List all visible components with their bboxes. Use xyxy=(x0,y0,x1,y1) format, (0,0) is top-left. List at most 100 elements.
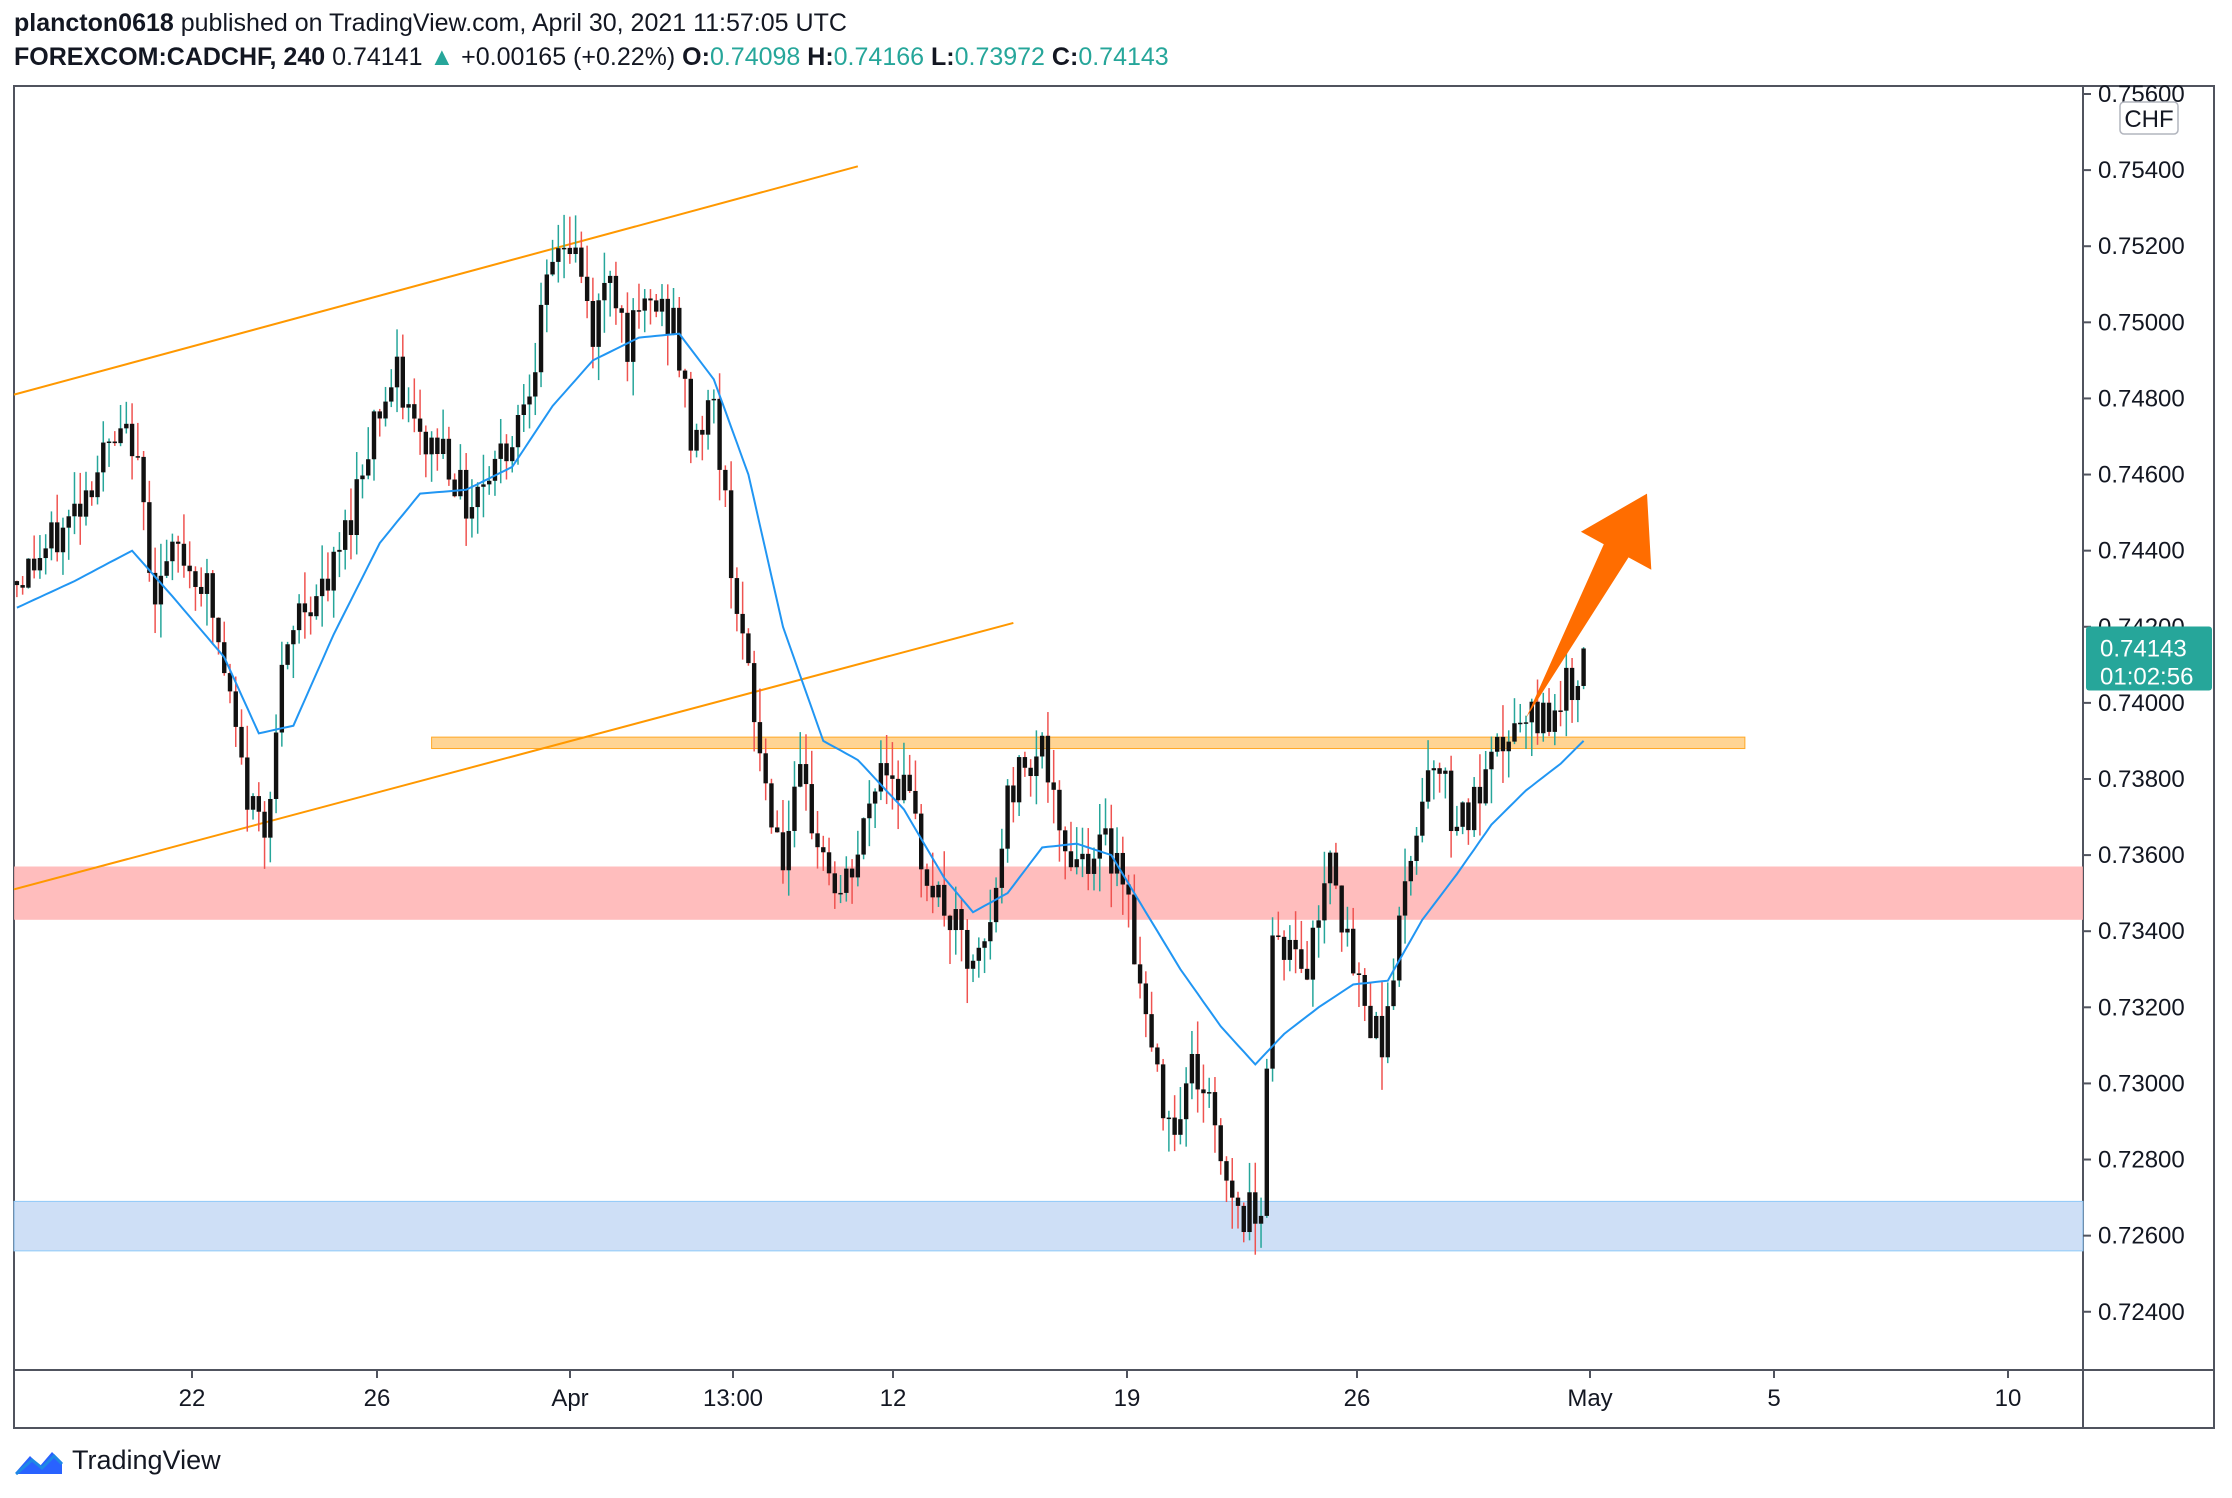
current-price-box[interactable] xyxy=(2086,626,2212,691)
candle[interactable] xyxy=(613,261,619,325)
candle[interactable] xyxy=(602,252,607,333)
channel-line-2[interactable] xyxy=(13,621,1014,891)
candle[interactable] xyxy=(838,874,843,904)
candle[interactable] xyxy=(642,289,647,333)
candle[interactable] xyxy=(164,539,169,579)
candle[interactable] xyxy=(619,305,624,343)
candle[interactable] xyxy=(1408,855,1413,896)
candle[interactable] xyxy=(1051,749,1056,824)
candle[interactable] xyxy=(1558,680,1563,727)
candle[interactable] xyxy=(222,621,227,676)
candle[interactable] xyxy=(1385,982,1390,1064)
candle[interactable] xyxy=(1518,703,1523,733)
candle[interactable] xyxy=(636,283,642,329)
candle[interactable] xyxy=(734,567,740,632)
candle[interactable] xyxy=(550,239,555,277)
candle[interactable] xyxy=(1287,925,1293,972)
candle[interactable] xyxy=(1022,751,1028,777)
candle[interactable] xyxy=(106,438,112,467)
candle[interactable] xyxy=(607,270,613,317)
candle[interactable] xyxy=(677,296,682,378)
candle[interactable] xyxy=(1103,798,1108,846)
candle[interactable] xyxy=(256,782,261,832)
candle[interactable] xyxy=(751,650,757,752)
candle[interactable] xyxy=(1230,1158,1235,1229)
candle[interactable] xyxy=(66,509,71,560)
candle[interactable] xyxy=(988,889,993,960)
candle[interactable] xyxy=(504,434,509,480)
candle[interactable] xyxy=(446,426,452,486)
candle[interactable] xyxy=(1045,712,1051,803)
tradingview-footer[interactable]: TradingView xyxy=(14,1445,221,1476)
candle[interactable] xyxy=(1466,798,1471,845)
candle[interactable] xyxy=(821,835,826,871)
candle[interactable] xyxy=(89,481,94,506)
candle[interactable] xyxy=(343,509,348,570)
candle[interactable] xyxy=(1495,733,1500,757)
candle[interactable] xyxy=(78,472,83,545)
candle[interactable] xyxy=(296,594,302,644)
candle[interactable] xyxy=(1212,1077,1218,1153)
candle[interactable] xyxy=(1155,1043,1160,1072)
bullish-arrow[interactable] xyxy=(1526,493,1652,719)
candle[interactable] xyxy=(1224,1156,1229,1203)
candle[interactable] xyxy=(1379,982,1385,1090)
candle[interactable] xyxy=(1333,842,1339,890)
candle[interactable] xyxy=(924,863,930,902)
candle[interactable] xyxy=(521,384,526,432)
candle[interactable] xyxy=(832,861,837,909)
candle[interactable] xyxy=(527,374,532,429)
candle[interactable] xyxy=(746,628,751,666)
candle[interactable] xyxy=(348,488,354,560)
candle[interactable] xyxy=(1345,906,1350,947)
candle[interactable] xyxy=(1074,827,1079,875)
candle[interactable] xyxy=(1506,730,1511,778)
candle[interactable] xyxy=(1431,760,1437,800)
candle[interactable] xyxy=(129,403,135,480)
candle[interactable] xyxy=(1535,679,1540,745)
candle[interactable] xyxy=(1397,906,1402,987)
candle[interactable] xyxy=(60,517,66,575)
candle[interactable] xyxy=(181,514,187,578)
candle[interactable] xyxy=(1374,1011,1379,1040)
candle[interactable] xyxy=(440,409,446,459)
candle[interactable] xyxy=(1471,777,1477,837)
candle[interactable] xyxy=(757,688,763,772)
candle[interactable] xyxy=(1068,821,1074,872)
candle[interactable] xyxy=(1581,647,1586,690)
candle[interactable] xyxy=(648,289,653,325)
candle[interactable] xyxy=(1575,680,1581,723)
candle[interactable] xyxy=(1097,803,1102,892)
candle[interactable] xyxy=(1028,759,1033,797)
candle[interactable] xyxy=(728,461,734,609)
candle[interactable] xyxy=(855,830,861,887)
candle[interactable] xyxy=(1235,1191,1241,1229)
candle[interactable] xyxy=(1420,777,1425,843)
candle[interactable] xyxy=(654,293,659,318)
candle[interactable] xyxy=(406,387,411,423)
candle[interactable] xyxy=(1172,1095,1177,1152)
candle[interactable] xyxy=(1368,983,1373,1039)
candle[interactable] xyxy=(976,937,981,978)
candle[interactable] xyxy=(694,423,699,458)
candle[interactable] xyxy=(913,760,918,820)
candle[interactable] xyxy=(953,886,958,955)
candle[interactable] xyxy=(377,408,382,437)
candle[interactable] xyxy=(775,810,780,833)
candle[interactable] xyxy=(291,625,296,679)
candle[interactable] xyxy=(158,543,164,638)
candle[interactable] xyxy=(544,259,549,333)
candle[interactable] xyxy=(55,494,60,562)
candle[interactable] xyxy=(1477,754,1483,836)
candle[interactable] xyxy=(204,558,210,626)
candle[interactable] xyxy=(262,801,267,869)
candle[interactable] xyxy=(769,778,774,834)
candle[interactable] xyxy=(1322,851,1327,944)
candle[interactable] xyxy=(268,791,273,863)
candle[interactable] xyxy=(936,881,941,907)
candle[interactable] xyxy=(1523,715,1529,749)
candle[interactable] xyxy=(533,342,538,416)
candle[interactable] xyxy=(1552,694,1557,746)
candle[interactable] xyxy=(1270,917,1275,1082)
candle[interactable] xyxy=(538,282,544,388)
